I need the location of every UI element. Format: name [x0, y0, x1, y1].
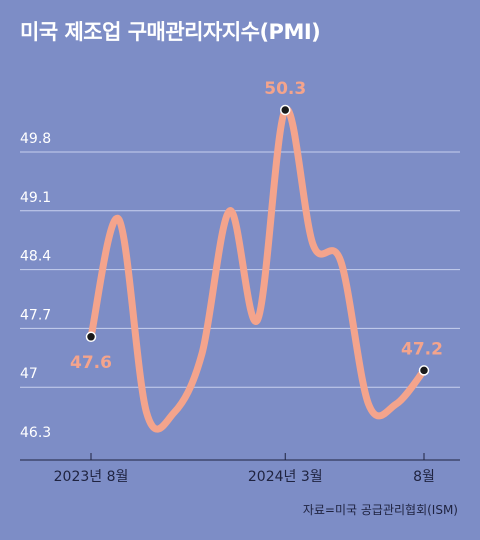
x-axis: 2023년 8월 2024년 3월 8월: [20, 453, 460, 485]
series-layer: [87, 105, 428, 433]
y-tick-label: 46.3: [20, 425, 51, 441]
data-point-marker: [85, 331, 97, 343]
y-tick-label: 47: [20, 366, 38, 382]
data-label: 47.6: [70, 353, 112, 373]
data-markers: [85, 104, 430, 376]
source-note: 자료=미국 공급관리협회(ISM): [302, 503, 458, 517]
data-labels: 47.6 50.3 47.2: [70, 79, 443, 373]
x-tick-label: 8월: [413, 469, 435, 485]
y-tick-label: 49.8: [20, 131, 51, 147]
data-label: 50.3: [264, 79, 306, 99]
data-point-marker: [418, 365, 430, 376]
y-tick-labels: 49.8 49.1 48.4 47.7 47 46.3: [20, 131, 51, 441]
x-tick-label: 2023년 8월: [54, 469, 129, 485]
pmi-series-line: [87, 105, 428, 433]
y-tick-label: 49.1: [20, 190, 51, 206]
data-point-marker: [280, 104, 291, 116]
x-tick-label: 2024년 3월: [248, 469, 323, 485]
y-tick-label: 47.7: [20, 307, 51, 323]
y-tick-label: 48.4: [20, 249, 51, 265]
data-label: 47.2: [401, 339, 443, 359]
chart-title: 미국 제조업 구매관리자지수(PMI): [20, 20, 321, 44]
